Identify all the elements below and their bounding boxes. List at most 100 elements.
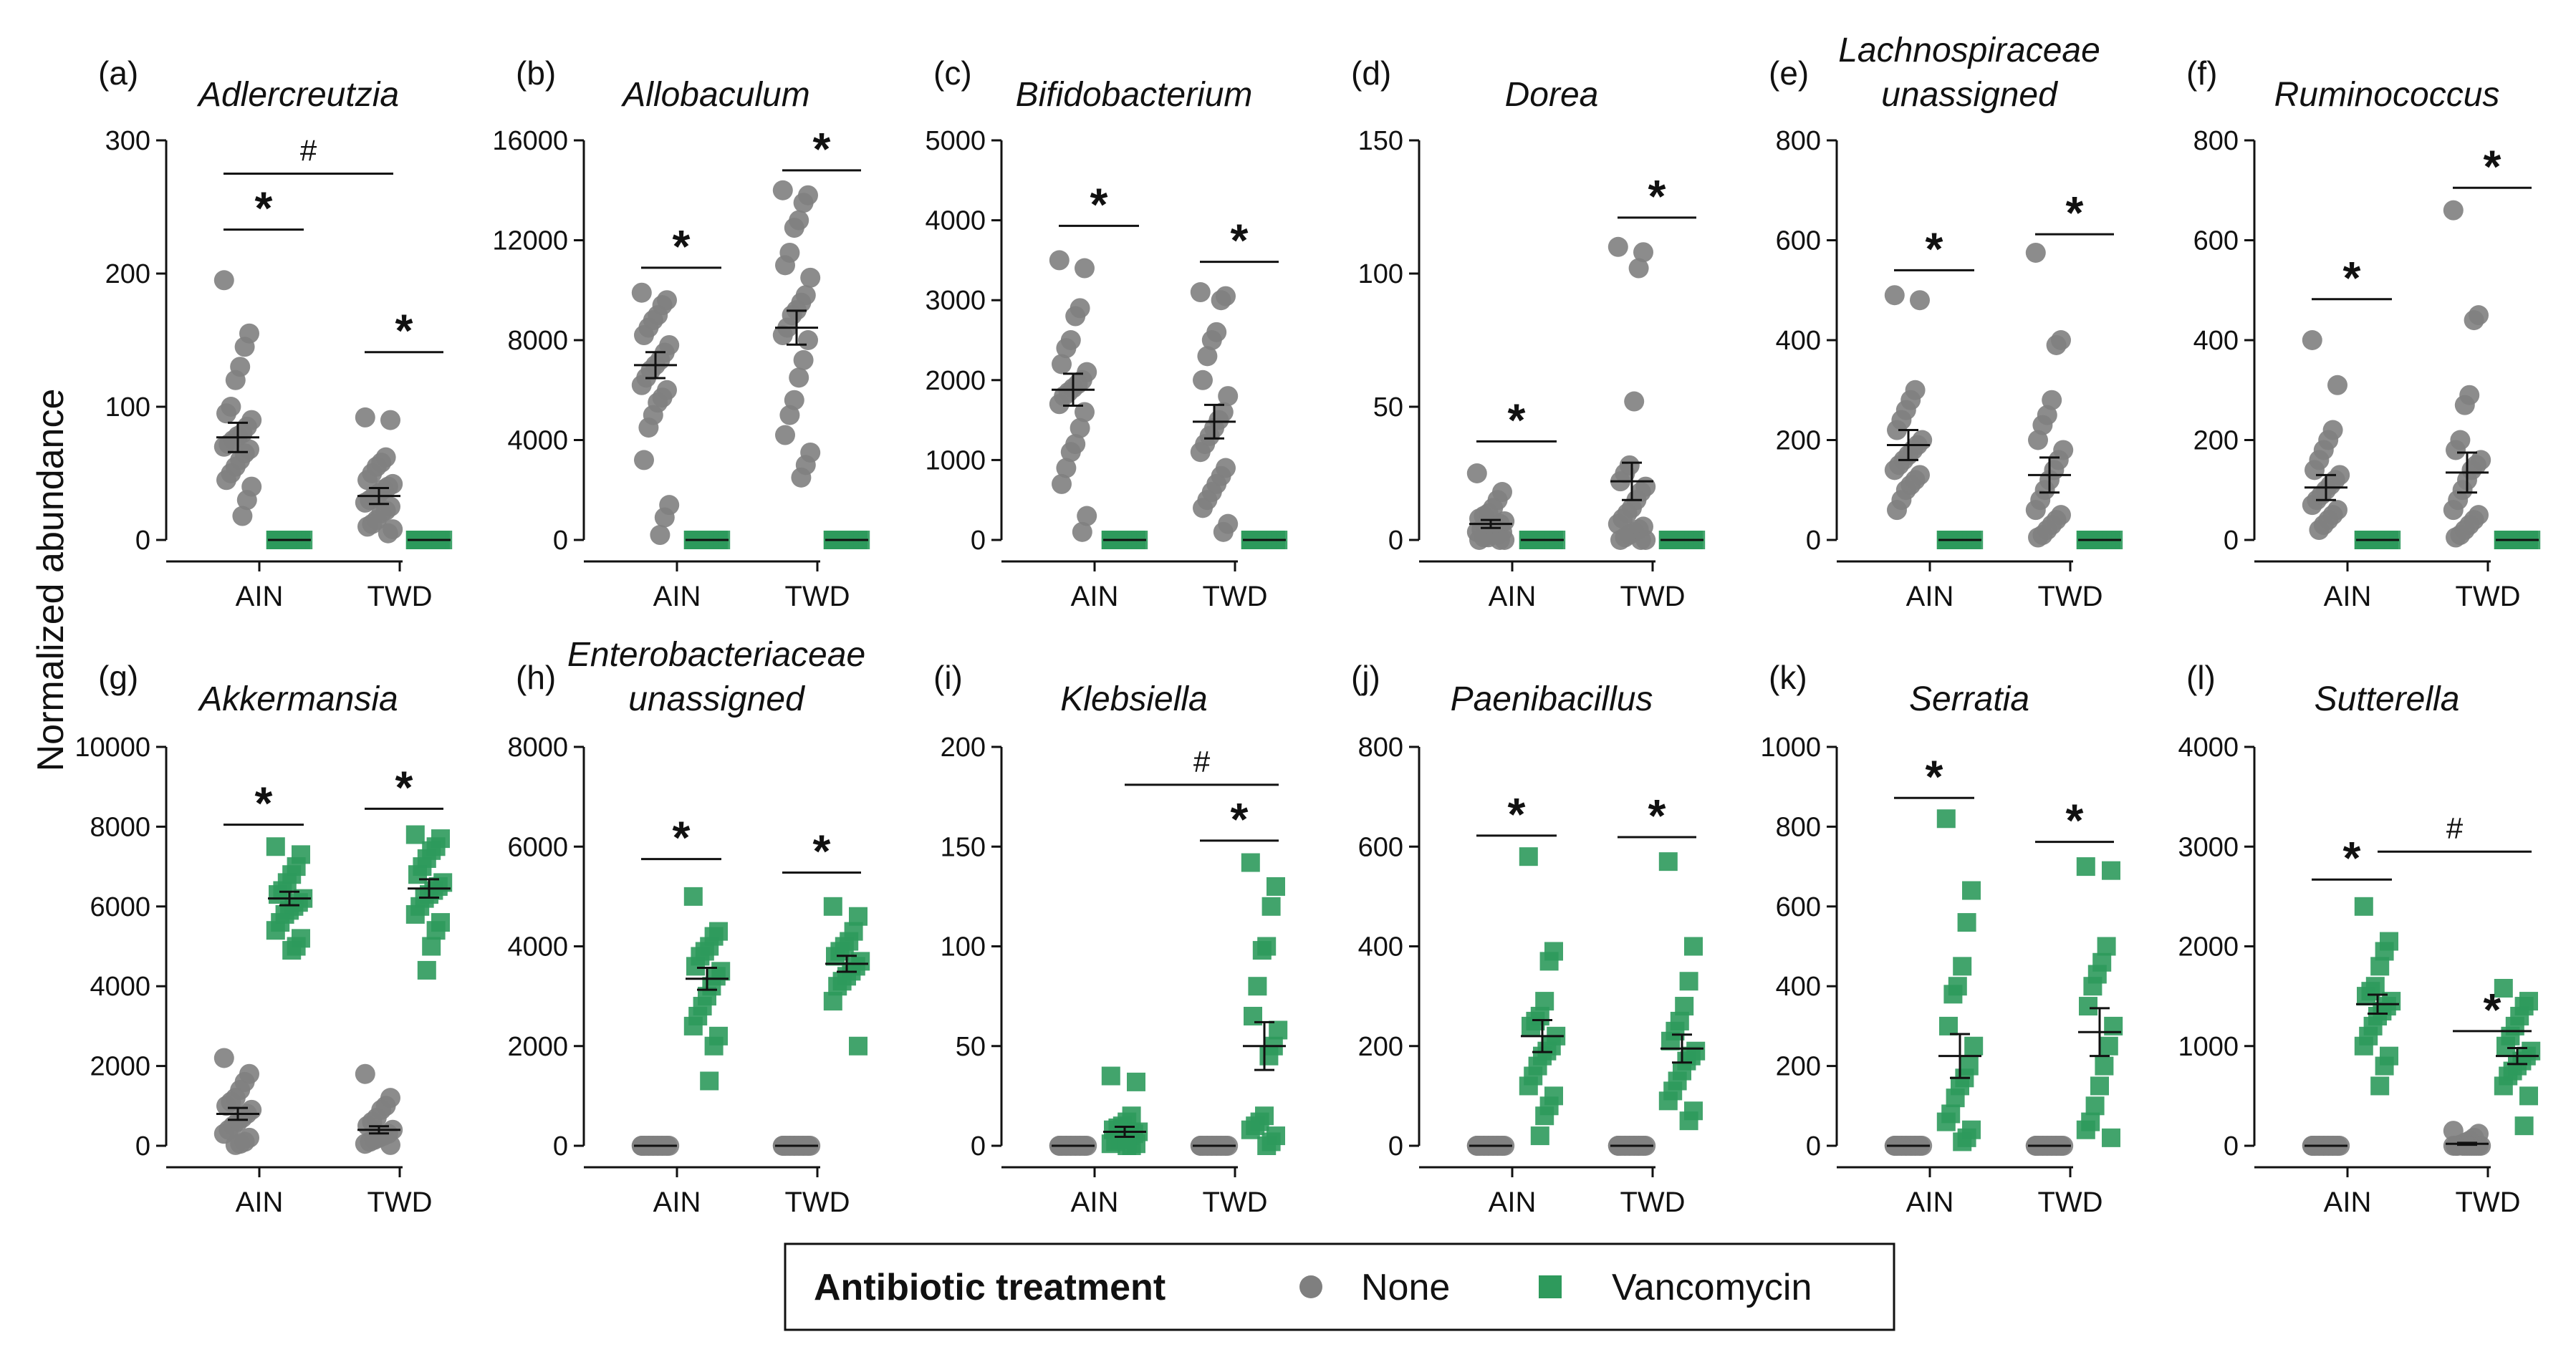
data-point-none — [789, 367, 809, 388]
data-point-vancomycin — [2357, 987, 2375, 1006]
data-point-none — [1077, 506, 1097, 526]
data-point-none — [634, 325, 654, 346]
data-point-vancomycin — [849, 1036, 868, 1056]
panel-title: Lachnospiraceae — [1838, 32, 2100, 69]
y-tick-label: 200 — [2193, 426, 2239, 456]
x-tick-label: AIN — [236, 581, 284, 612]
y-tick-label: 0 — [553, 1131, 568, 1162]
data-point-vancomycin — [1519, 1076, 1538, 1096]
y-tick-label: 10000 — [75, 733, 150, 763]
data-point-vancomycin — [1535, 1106, 1554, 1126]
data-point-none — [2446, 440, 2466, 460]
significance-star: * — [1648, 790, 1666, 841]
data-point-none — [1052, 354, 1072, 375]
data-point-none — [1610, 530, 1630, 550]
x-tick-label: TWD — [1202, 581, 1267, 612]
y-tick-label: 0 — [135, 1131, 150, 1162]
data-point-none — [380, 1134, 400, 1155]
y-tick-label: 2000 — [925, 366, 986, 396]
data-point-none — [355, 1063, 375, 1084]
data-point-none — [1193, 370, 1213, 390]
y-tick-label: 0 — [1806, 526, 1821, 556]
legend-vancomycin-label: Vancomycin — [1612, 1267, 1812, 1308]
x-tick-label: AIN — [1071, 1187, 1119, 1218]
y-tick-label: 4000 — [90, 972, 150, 1002]
x-tick-label: AIN — [236, 1187, 284, 1218]
y-tick-label: 100 — [1358, 259, 1403, 289]
y-tick-label: 6000 — [507, 832, 568, 862]
x-tick-label: AIN — [1906, 1187, 1954, 1218]
data-point-none — [1190, 442, 1211, 463]
data-point-none — [1065, 306, 1086, 327]
y-tick-label: 600 — [1358, 832, 1403, 862]
data-point-vancomycin — [2095, 1056, 2114, 1076]
data-point-vancomycin — [282, 941, 302, 960]
y-tick-label: 150 — [1358, 126, 1403, 156]
panel-letter: (d) — [1351, 54, 1391, 92]
data-point-vancomycin — [2375, 1056, 2394, 1076]
data-point-vancomycin — [426, 921, 446, 940]
significance-star: * — [1508, 788, 1526, 840]
y-tick-label: 800 — [1776, 812, 1821, 842]
significance-hash: # — [1193, 745, 1211, 778]
data-point-none — [216, 1096, 236, 1116]
x-tick-label: TWD — [2037, 581, 2102, 612]
panel-l: (l) Sutterella 0 1000 2000 3000 4000 AIN TWD * * # — [2178, 659, 2541, 1218]
panel-e: (e) Lachnospiraceae unassigned 0 200 400 600 80… — [1769, 32, 2123, 612]
significance-star: * — [2343, 832, 2361, 884]
data-point-none — [1049, 250, 1070, 271]
x-tick-label: AIN — [1489, 581, 1537, 612]
data-point-vancomycin — [1957, 913, 1976, 932]
data-point-none — [1910, 290, 1930, 311]
y-tick-label: 2000 — [90, 1052, 150, 1082]
significance-hash: # — [2446, 811, 2464, 845]
data-point-none — [2446, 527, 2466, 548]
legend-title: Antibiotic treatment — [814, 1267, 1166, 1308]
panel-letter: (c) — [933, 54, 972, 92]
y-tick-label: 0 — [135, 526, 150, 556]
data-point-none — [2028, 527, 2048, 548]
data-point-vancomycin — [2076, 857, 2095, 877]
data-point-vancomycin — [1261, 897, 1281, 916]
y-tick-label: 2000 — [507, 1032, 568, 1062]
data-point-vancomycin — [2102, 1128, 2120, 1147]
data-point-vancomycin — [1658, 1091, 1678, 1111]
significance-star: * — [255, 778, 273, 829]
data-point-none — [234, 337, 255, 357]
significance-star: * — [1231, 793, 1249, 845]
data-point-none — [631, 282, 652, 303]
data-point-vancomycin — [704, 1036, 724, 1056]
data-point-none — [355, 407, 375, 428]
y-tick-label: 4000 — [925, 206, 986, 236]
significance-star: * — [255, 183, 273, 234]
x-tick-label: AIN — [1071, 581, 1119, 612]
data-point-vancomycin — [2083, 977, 2102, 996]
data-point-none — [2464, 310, 2484, 331]
y-tick-label: 100 — [105, 392, 150, 423]
y-tick-label: 12000 — [492, 226, 568, 256]
y-tick-label: 0 — [1388, 1131, 1403, 1162]
data-point-vancomycin — [1530, 1126, 1549, 1146]
data-point-none — [357, 516, 378, 537]
data-point-none — [1887, 420, 1907, 440]
panel-i: (i) Klebsiella 0 50 100 150 200 AIN TWD * # — [933, 659, 1288, 1218]
data-point-vancomycin — [1679, 972, 1698, 991]
panel-title: Enterobacteriaceae — [567, 636, 865, 674]
legend-box — [784, 1242, 1895, 1331]
y-axis-label: Normalized abundance — [30, 389, 72, 772]
significance-star: * — [2484, 140, 2501, 192]
panel-title: Serratia — [1909, 680, 2029, 718]
data-point-vancomycin — [823, 992, 842, 1011]
panel-title: Akkermansia — [197, 680, 398, 718]
data-point-none — [634, 450, 654, 470]
data-point-none — [1607, 236, 1628, 257]
panel-f: (f) Ruminococcus 0 200 400 600 800 AIN TWD * * — [2186, 54, 2541, 612]
panel-letter: (b) — [516, 54, 556, 92]
x-tick-label: AIN — [653, 1187, 701, 1218]
significance-star: * — [1926, 223, 1943, 274]
panel-letter: (i) — [933, 659, 963, 696]
data-point-none — [2443, 500, 2464, 521]
significance-star: * — [2343, 252, 2361, 304]
y-tick-label: 3000 — [2178, 832, 2239, 862]
